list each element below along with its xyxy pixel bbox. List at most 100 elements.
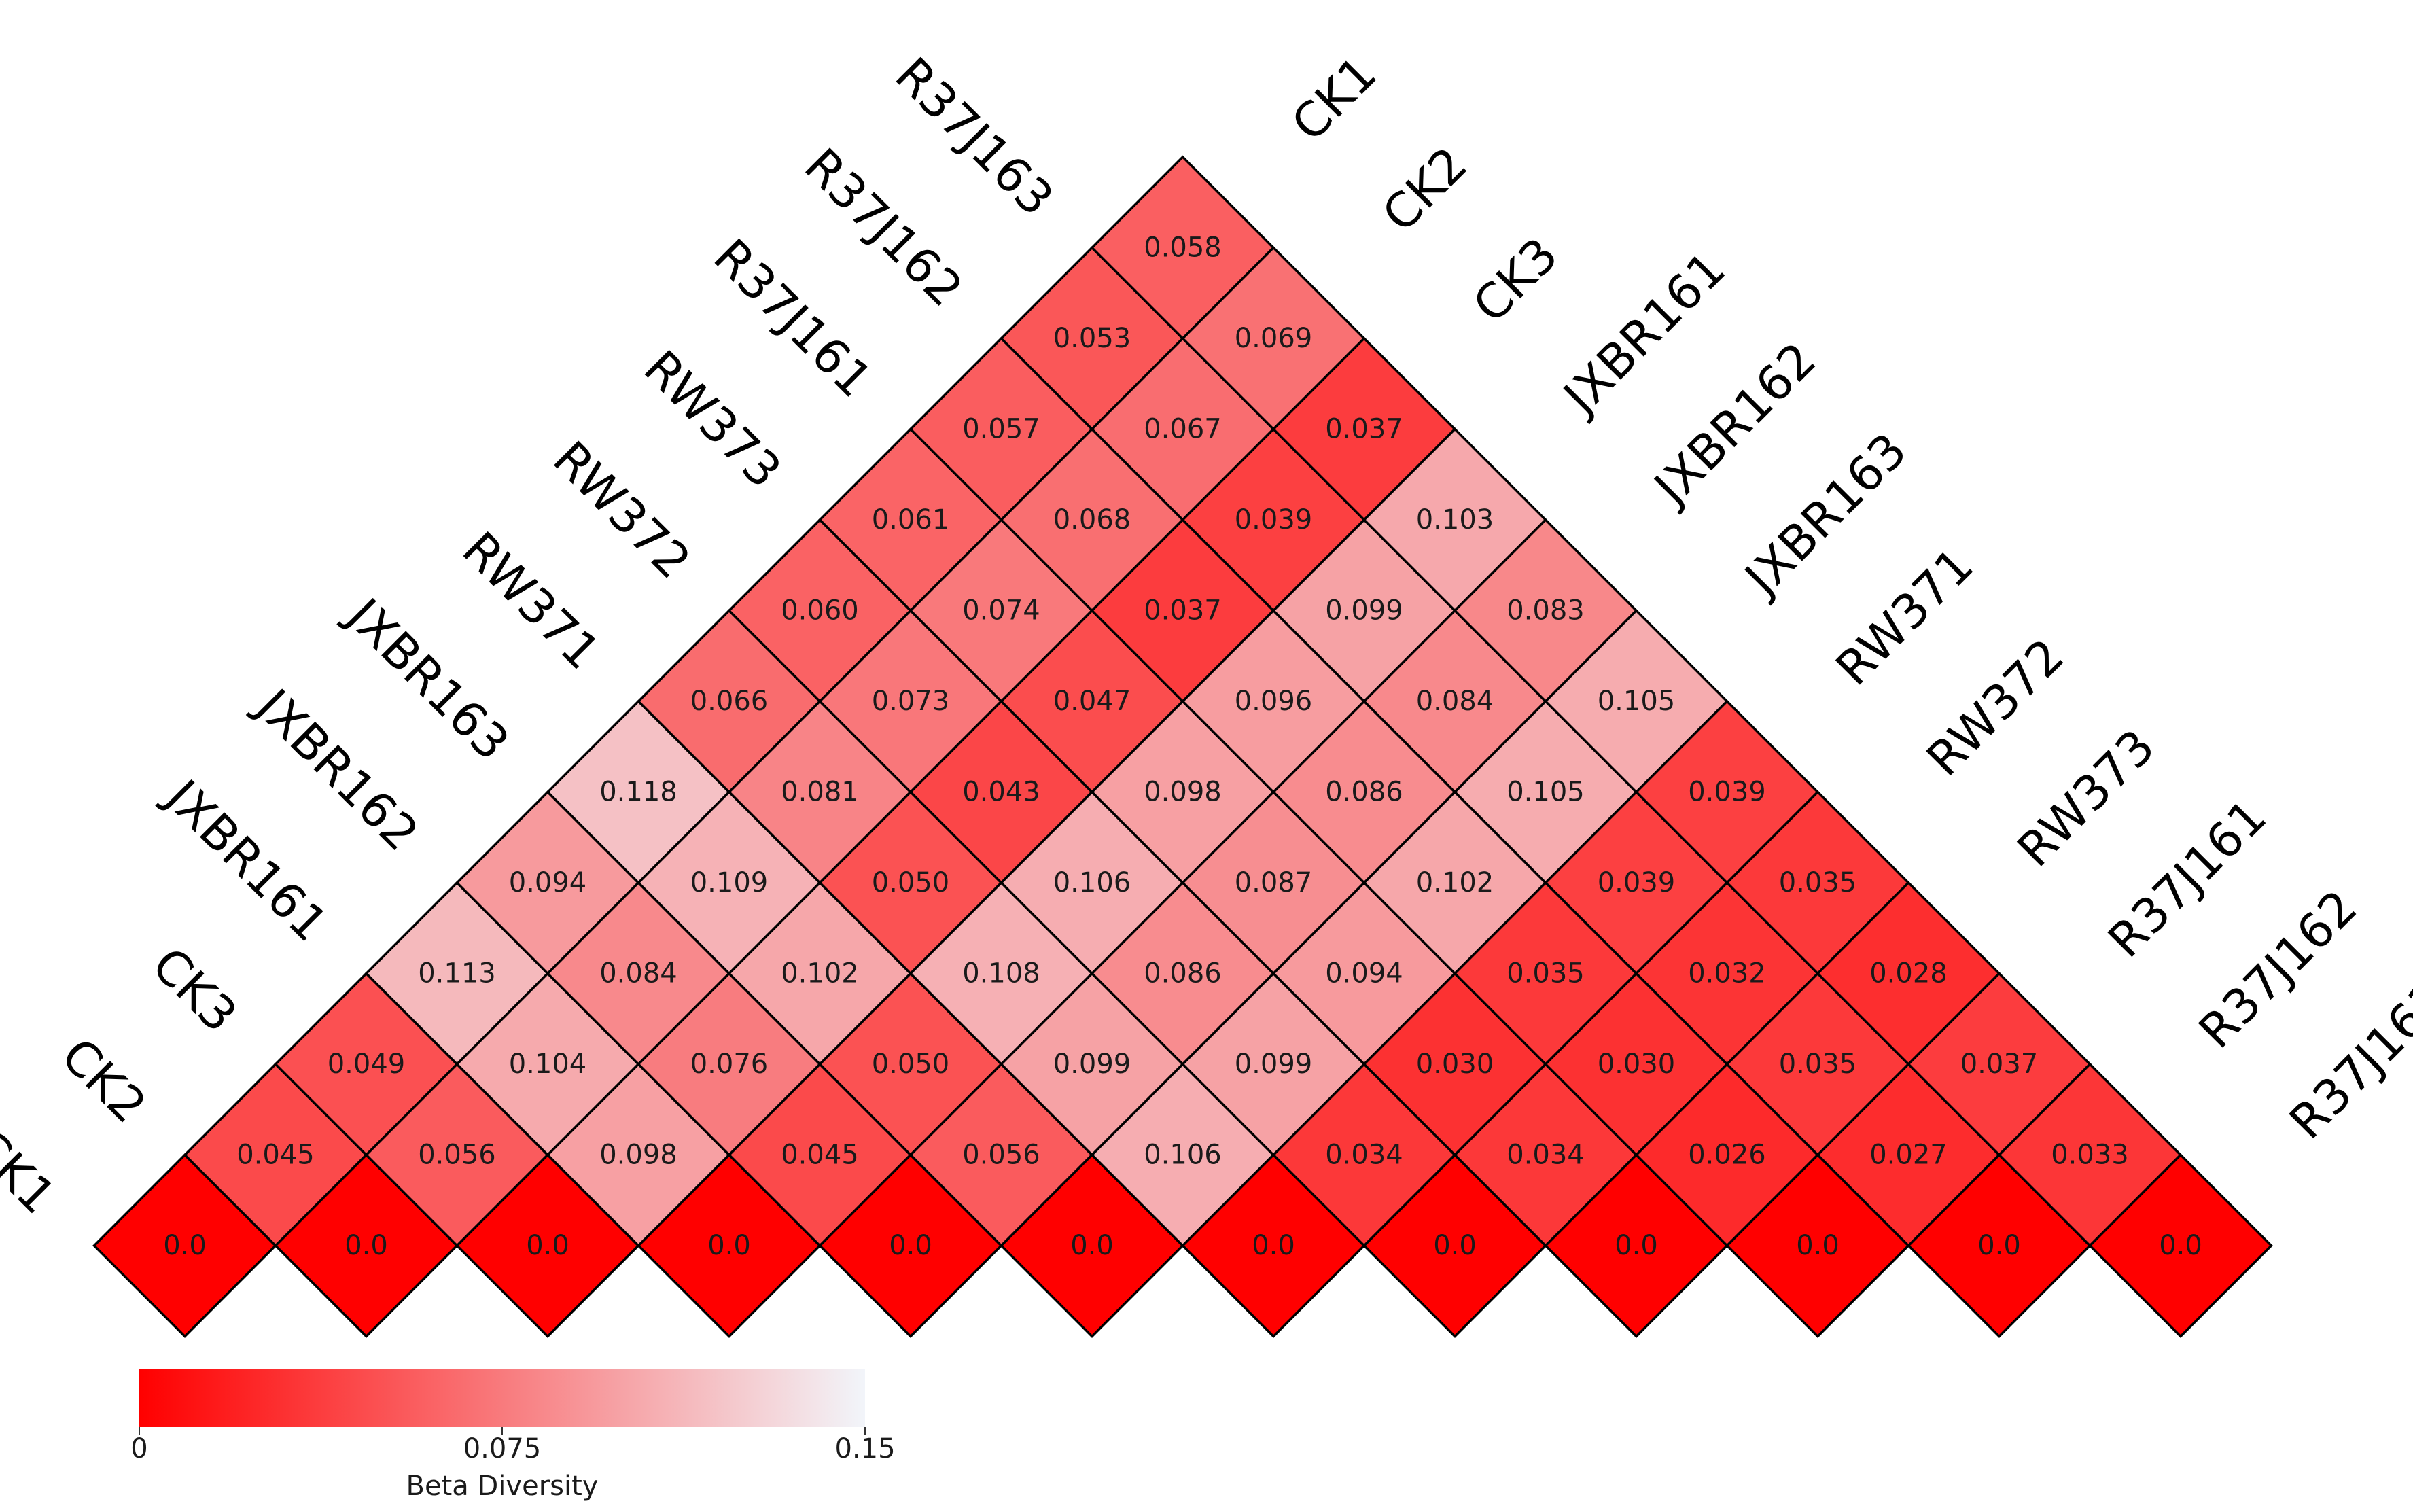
heatmap-cell-value: 0.074 — [962, 595, 1040, 627]
column-sample-label: JXBR161 — [1551, 241, 1736, 426]
heatmap-cell-value: 0.0 — [1252, 1230, 1295, 1261]
heatmap-cell-value: 0.083 — [1507, 595, 1585, 627]
heatmap-cell-value: 0.028 — [1869, 958, 1948, 989]
heatmap-cell-value: 0.056 — [962, 1140, 1040, 1171]
heatmap-cell-value: 0.096 — [1235, 686, 1313, 717]
heatmap-cell-value: 0.0 — [1796, 1230, 1839, 1261]
colorbar-gradient — [139, 1369, 865, 1427]
heatmap-cell-value: 0.108 — [962, 958, 1040, 989]
heatmap-cell-value: 0.0 — [1615, 1230, 1658, 1261]
heatmap-cell-value: 0.098 — [599, 1140, 677, 1171]
row-sample-label: R37J162 — [794, 138, 973, 317]
heatmap-cell-value: 0.0 — [163, 1230, 207, 1261]
heatmap-cell-value: 0.106 — [1144, 1140, 1222, 1171]
heatmap-cell-value: 0.030 — [1598, 1049, 1676, 1080]
heatmap-cell-value: 0.086 — [1144, 958, 1222, 989]
colorbar-tick-label: 0.075 — [463, 1433, 542, 1464]
column-sample-label: RW371 — [1825, 538, 1984, 697]
heatmap-cell-value: 0.084 — [1416, 686, 1494, 717]
heatmap-cell-value: 0.043 — [962, 777, 1040, 808]
colorbar-title: Beta Diversity — [406, 1471, 599, 1502]
heatmap-cell-value: 0.0 — [889, 1230, 932, 1261]
heatmap-cell-value: 0.0 — [345, 1230, 388, 1261]
heatmap-cell-value: 0.102 — [781, 958, 859, 989]
heatmap-cell-value: 0.045 — [236, 1140, 315, 1171]
heatmap-cell-value: 0.027 — [1869, 1140, 1948, 1171]
heatmap-cell-value: 0.086 — [1325, 777, 1403, 808]
row-sample-label: JXBR161 — [154, 767, 338, 952]
heatmap-cell-value: 0.030 — [1416, 1049, 1494, 1080]
heatmap-cell-value: 0.106 — [1053, 867, 1131, 898]
heatmap-cell-value: 0.0 — [1070, 1230, 1114, 1261]
row-sample-label: JXBR162 — [244, 677, 429, 862]
heatmap-cell-value: 0.039 — [1688, 777, 1766, 808]
heatmap-cell-value: 0.067 — [1144, 414, 1222, 445]
heatmap-cell-value: 0.118 — [599, 777, 677, 808]
heatmap-cell-value: 0.061 — [872, 504, 950, 535]
colorbar: 0 0.075 0.15 Beta Diversity — [130, 1369, 896, 1502]
heatmap-cell-value: 0.045 — [781, 1140, 859, 1171]
heatmap-cell: 0.0 — [2088, 1153, 2273, 1338]
heatmap-cell-value: 0.087 — [1235, 867, 1313, 898]
heatmap-cell-value: 0.037 — [1325, 414, 1403, 445]
heatmap-cell-value: 0.060 — [781, 595, 859, 627]
row-sample-label: R37J163 — [885, 47, 1064, 226]
heatmap-cell-value: 0.076 — [690, 1049, 769, 1080]
heatmap-cell-value: 0.033 — [2051, 1140, 2129, 1171]
column-sample-label: RW373 — [2007, 719, 2166, 878]
heatmap-cell-value: 0.105 — [1598, 686, 1676, 717]
heatmap-cell-value: 0.058 — [1144, 232, 1222, 264]
column-sample-label: JXBR162 — [1642, 332, 1827, 516]
heatmap-cell-value: 0.035 — [1779, 867, 1857, 898]
heatmap-cell-value: 0.050 — [872, 1049, 950, 1080]
column-sample-label: RW372 — [1916, 628, 2075, 787]
heatmap-cell-value: 0.034 — [1325, 1140, 1403, 1171]
column-sample-label: R37J163 — [2279, 970, 2413, 1150]
row-sample-label: RW371 — [452, 521, 611, 680]
heatmap-cells: 0.0 0.045 0.049 0.113 0.094 0.118 0.066 0.060 0.… — [92, 155, 2273, 1338]
row-sample-label: R37J161 — [703, 228, 883, 408]
heatmap-cell-value: 0.035 — [1779, 1049, 1857, 1080]
heatmap-cell-value: 0.068 — [1053, 504, 1131, 535]
heatmap-cell-value: 0.037 — [1144, 595, 1222, 627]
heatmap-cell-value: 0.099 — [1235, 1049, 1313, 1080]
row-sample-label: CK1 — [0, 1118, 66, 1225]
colorbar-tick-label: 0.15 — [834, 1433, 895, 1464]
heatmap-cell-value: 0.057 — [962, 414, 1040, 445]
heatmap-cell-value: 0.0 — [1977, 1230, 2021, 1261]
heatmap-cell-value: 0.047 — [1053, 686, 1131, 717]
heatmap-cell-value: 0.039 — [1235, 504, 1313, 535]
heatmap-cell-value: 0.034 — [1507, 1140, 1585, 1171]
heatmap-cell-diamond — [2088, 1153, 2273, 1338]
heatmap-cell-value: 0.084 — [599, 958, 677, 989]
column-sample-label: R37J161 — [2098, 789, 2277, 968]
column-sample-label: R37J162 — [2188, 879, 2367, 1059]
heatmap-cell-value: 0.0 — [2159, 1230, 2202, 1261]
heatmap-cell-value: 0.039 — [1598, 867, 1676, 898]
heatmap-cell-value: 0.049 — [328, 1049, 406, 1080]
heatmap-cell-value: 0.0 — [526, 1230, 569, 1261]
column-sample-label: CK3 — [1462, 227, 1569, 334]
heatmap-cell-value: 0.032 — [1688, 958, 1766, 989]
heatmap-cell-value: 0.073 — [872, 686, 950, 717]
row-sample-label: JXBR163 — [335, 586, 520, 771]
column-sample-label: JXBR163 — [1733, 423, 1918, 608]
heatmap-cell-value: 0.053 — [1053, 323, 1131, 354]
heatmap-cell-value: 0.035 — [1507, 958, 1585, 989]
row-sample-label: CK2 — [50, 1027, 157, 1134]
heatmap-cell-value: 0.050 — [872, 867, 950, 898]
heatmap-cell-value: 0.099 — [1053, 1049, 1131, 1080]
column-sample-label: CK1 — [1281, 46, 1388, 152]
heatmap-cell-value: 0.094 — [1325, 958, 1403, 989]
heatmap-cell-value: 0.069 — [1235, 323, 1313, 354]
row-sample-label: RW372 — [542, 431, 701, 590]
heatmap-cell-value: 0.026 — [1688, 1140, 1766, 1171]
heatmap-cell-value: 0.109 — [690, 867, 769, 898]
row-sample-label: CK3 — [141, 936, 248, 1043]
heatmap-cell-value: 0.105 — [1507, 777, 1585, 808]
heatmap-cell-value: 0.0 — [1433, 1230, 1477, 1261]
heatmap-cell-value: 0.066 — [690, 686, 769, 717]
heatmap-cell-value: 0.056 — [418, 1140, 496, 1171]
heatmap-cell-value: 0.102 — [1416, 867, 1494, 898]
